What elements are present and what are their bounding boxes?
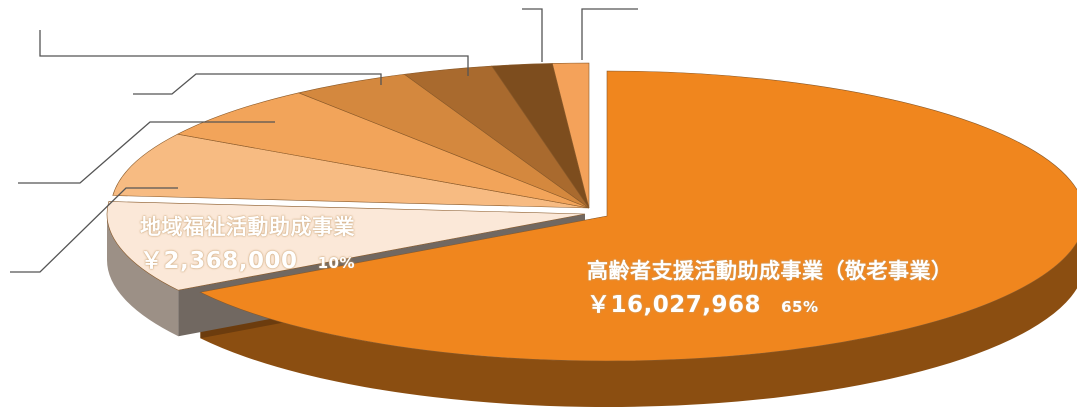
- leader-line: [581, 8, 638, 60]
- slice-category-community-welfare: 地域福祉活動助成事業: [140, 215, 355, 239]
- slice-percent-community-welfare: 10%: [317, 254, 355, 272]
- slice-amount-elderly-support: ￥16,027,968: [587, 292, 762, 318]
- pie-slice-2: [112, 133, 590, 209]
- slice-percent-elderly-support: 65%: [781, 298, 819, 316]
- leader-line: [39, 30, 469, 76]
- pie-slice-3: [176, 92, 590, 209]
- pie-slice-side: [200, 242, 1077, 407]
- leader-line: [18, 121, 275, 184]
- slice-category-elderly-support: 高齢者支援活動助成事業（敬老事業）: [587, 259, 953, 283]
- leader-line: [522, 8, 543, 62]
- pie-slice-1: [106, 201, 586, 291]
- slice-label-elderly-support: 高齢者支援活動助成事業（敬老事業） ￥16,027,968 65%: [587, 258, 953, 319]
- leader-line: [133, 73, 382, 95]
- pie-slice-0: [199, 70, 1077, 362]
- pie-slice-side: [107, 214, 179, 337]
- slice-amount-community-welfare: ￥2,368,000: [140, 248, 298, 274]
- leader-line: [10, 187, 178, 273]
- slice-label-community-welfare: 地域福祉活動助成事業 ￥2,368,000 10%: [140, 214, 355, 275]
- pie-slice-7: [551, 62, 590, 209]
